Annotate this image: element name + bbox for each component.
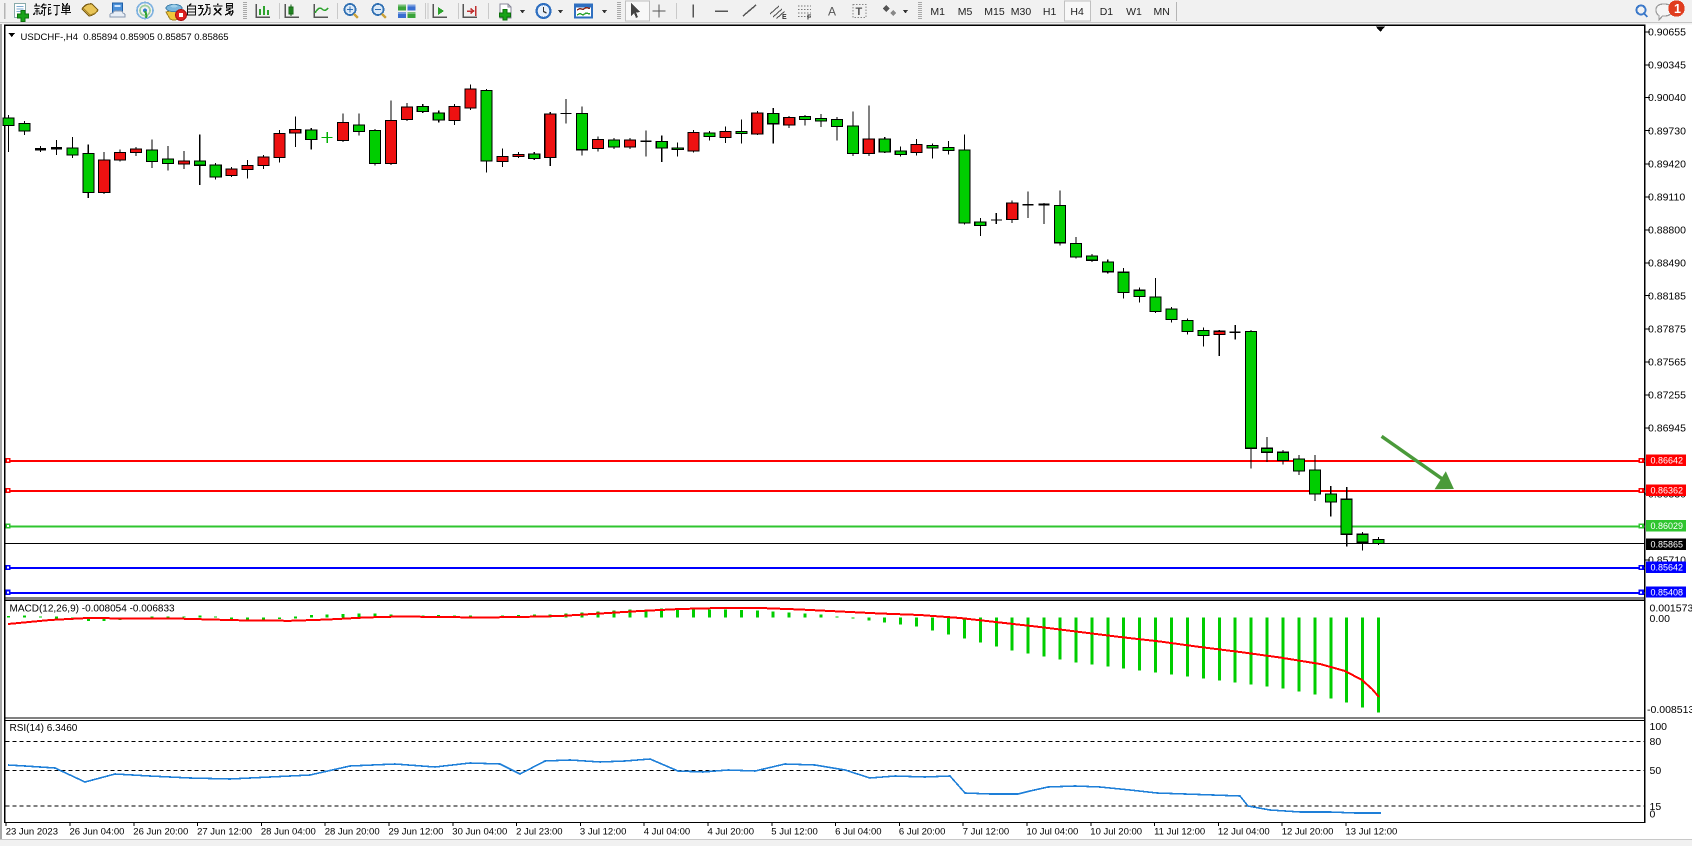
svg-text:100: 100	[1650, 721, 1668, 733]
svg-text:MN: MN	[1154, 6, 1170, 18]
svg-text:0.89110: 0.89110	[1648, 192, 1685, 204]
svg-text:80: 80	[1650, 736, 1662, 748]
svg-text:1: 1	[1674, 2, 1681, 16]
svg-text:H4: H4	[1070, 6, 1084, 18]
svg-text:10 Jul 20:00: 10 Jul 20:00	[1090, 827, 1142, 838]
svg-text:M30: M30	[1011, 6, 1032, 18]
svg-text:0.88490: 0.88490	[1648, 258, 1686, 270]
svg-text:26 Jun 04:00: 26 Jun 04:00	[70, 827, 125, 838]
svg-text:T: T	[856, 6, 863, 18]
svg-text:0.90655: 0.90655	[1648, 27, 1686, 39]
svg-text:12 Jul 04:00: 12 Jul 04:00	[1218, 827, 1270, 838]
svg-text:7 Jul 12:00: 7 Jul 12:00	[963, 827, 1009, 838]
svg-text:30 Jun 04:00: 30 Jun 04:00	[452, 827, 507, 838]
svg-text:0.85408: 0.85408	[1651, 587, 1684, 597]
svg-text:0.86362: 0.86362	[1651, 485, 1684, 495]
svg-text:12 Jul 20:00: 12 Jul 20:00	[1282, 827, 1334, 838]
svg-text:10 Jul 04:00: 10 Jul 04:00	[1027, 827, 1079, 838]
svg-text:28 Jun 04:00: 28 Jun 04:00	[261, 827, 316, 838]
svg-text:-0.008513: -0.008513	[1647, 704, 1692, 716]
svg-text:13 Jul 12:00: 13 Jul 12:00	[1346, 827, 1398, 838]
svg-text:15: 15	[1650, 801, 1662, 813]
svg-text:5 Jul 12:00: 5 Jul 12:00	[771, 827, 817, 838]
svg-text:0.85865: 0.85865	[1651, 540, 1684, 550]
svg-text:M1: M1	[930, 6, 945, 18]
svg-text:0.89420: 0.89420	[1648, 158, 1686, 170]
svg-text:26 Jun 20:00: 26 Jun 20:00	[133, 827, 188, 838]
svg-text:E: E	[782, 14, 787, 21]
svg-text:0.88185: 0.88185	[1648, 290, 1686, 302]
svg-text:0.00: 0.00	[1650, 613, 1671, 625]
svg-text:RSI(14) 6.3460: RSI(14) 6.3460	[10, 723, 78, 734]
svg-text:0.87565: 0.87565	[1648, 357, 1686, 369]
svg-text:A: A	[828, 5, 836, 19]
svg-text:0.87255: 0.87255	[1648, 390, 1686, 402]
svg-text:0.85642: 0.85642	[1651, 563, 1684, 573]
svg-text:0.87875: 0.87875	[1648, 323, 1686, 335]
svg-text:23 Jun 2023: 23 Jun 2023	[6, 827, 58, 838]
svg-text:0.90040: 0.90040	[1648, 92, 1686, 104]
svg-text:0: 0	[1650, 808, 1656, 820]
svg-text:6 Jul 20:00: 6 Jul 20:00	[899, 827, 945, 838]
svg-text:D1: D1	[1100, 6, 1114, 18]
svg-text:F: F	[807, 15, 812, 22]
svg-text:27 Jun 12:00: 27 Jun 12:00	[197, 827, 252, 838]
svg-text:6 Jul 04:00: 6 Jul 04:00	[835, 827, 881, 838]
svg-text:3 Jul 12:00: 3 Jul 12:00	[580, 827, 626, 838]
svg-text:4 Jul 04:00: 4 Jul 04:00	[644, 827, 690, 838]
svg-text:0.86945: 0.86945	[1648, 423, 1686, 435]
svg-text:2 Jul 23:00: 2 Jul 23:00	[516, 827, 562, 838]
svg-text:0.88800: 0.88800	[1648, 225, 1686, 237]
svg-text:M15: M15	[984, 6, 1005, 18]
svg-text:MACD(12,26,9) -0.008054 -0.006: MACD(12,26,9) -0.008054 -0.006833	[10, 604, 176, 615]
svg-text:0.90345: 0.90345	[1648, 60, 1686, 72]
svg-text:USDCHF-,H4 0.85894 0.85905 0.: USDCHF-,H4 0.85894 0.85905 0.85857 0.858…	[21, 32, 229, 43]
svg-text:0.86642: 0.86642	[1651, 455, 1684, 465]
svg-text:28 Jun 20:00: 28 Jun 20:00	[325, 827, 380, 838]
svg-text:H1: H1	[1043, 6, 1057, 18]
svg-text:0.001573: 0.001573	[1650, 603, 1692, 615]
svg-text:0.86029: 0.86029	[1651, 521, 1684, 531]
svg-text:0.89730: 0.89730	[1648, 125, 1686, 137]
svg-text:M5: M5	[958, 6, 973, 18]
svg-text:W1: W1	[1126, 6, 1142, 18]
svg-text:4 Jul 20:00: 4 Jul 20:00	[708, 827, 754, 838]
svg-text:50: 50	[1650, 765, 1662, 777]
svg-text:29 Jun 12:00: 29 Jun 12:00	[389, 827, 444, 838]
svg-text:11 Jul 12:00: 11 Jul 12:00	[1154, 827, 1205, 838]
